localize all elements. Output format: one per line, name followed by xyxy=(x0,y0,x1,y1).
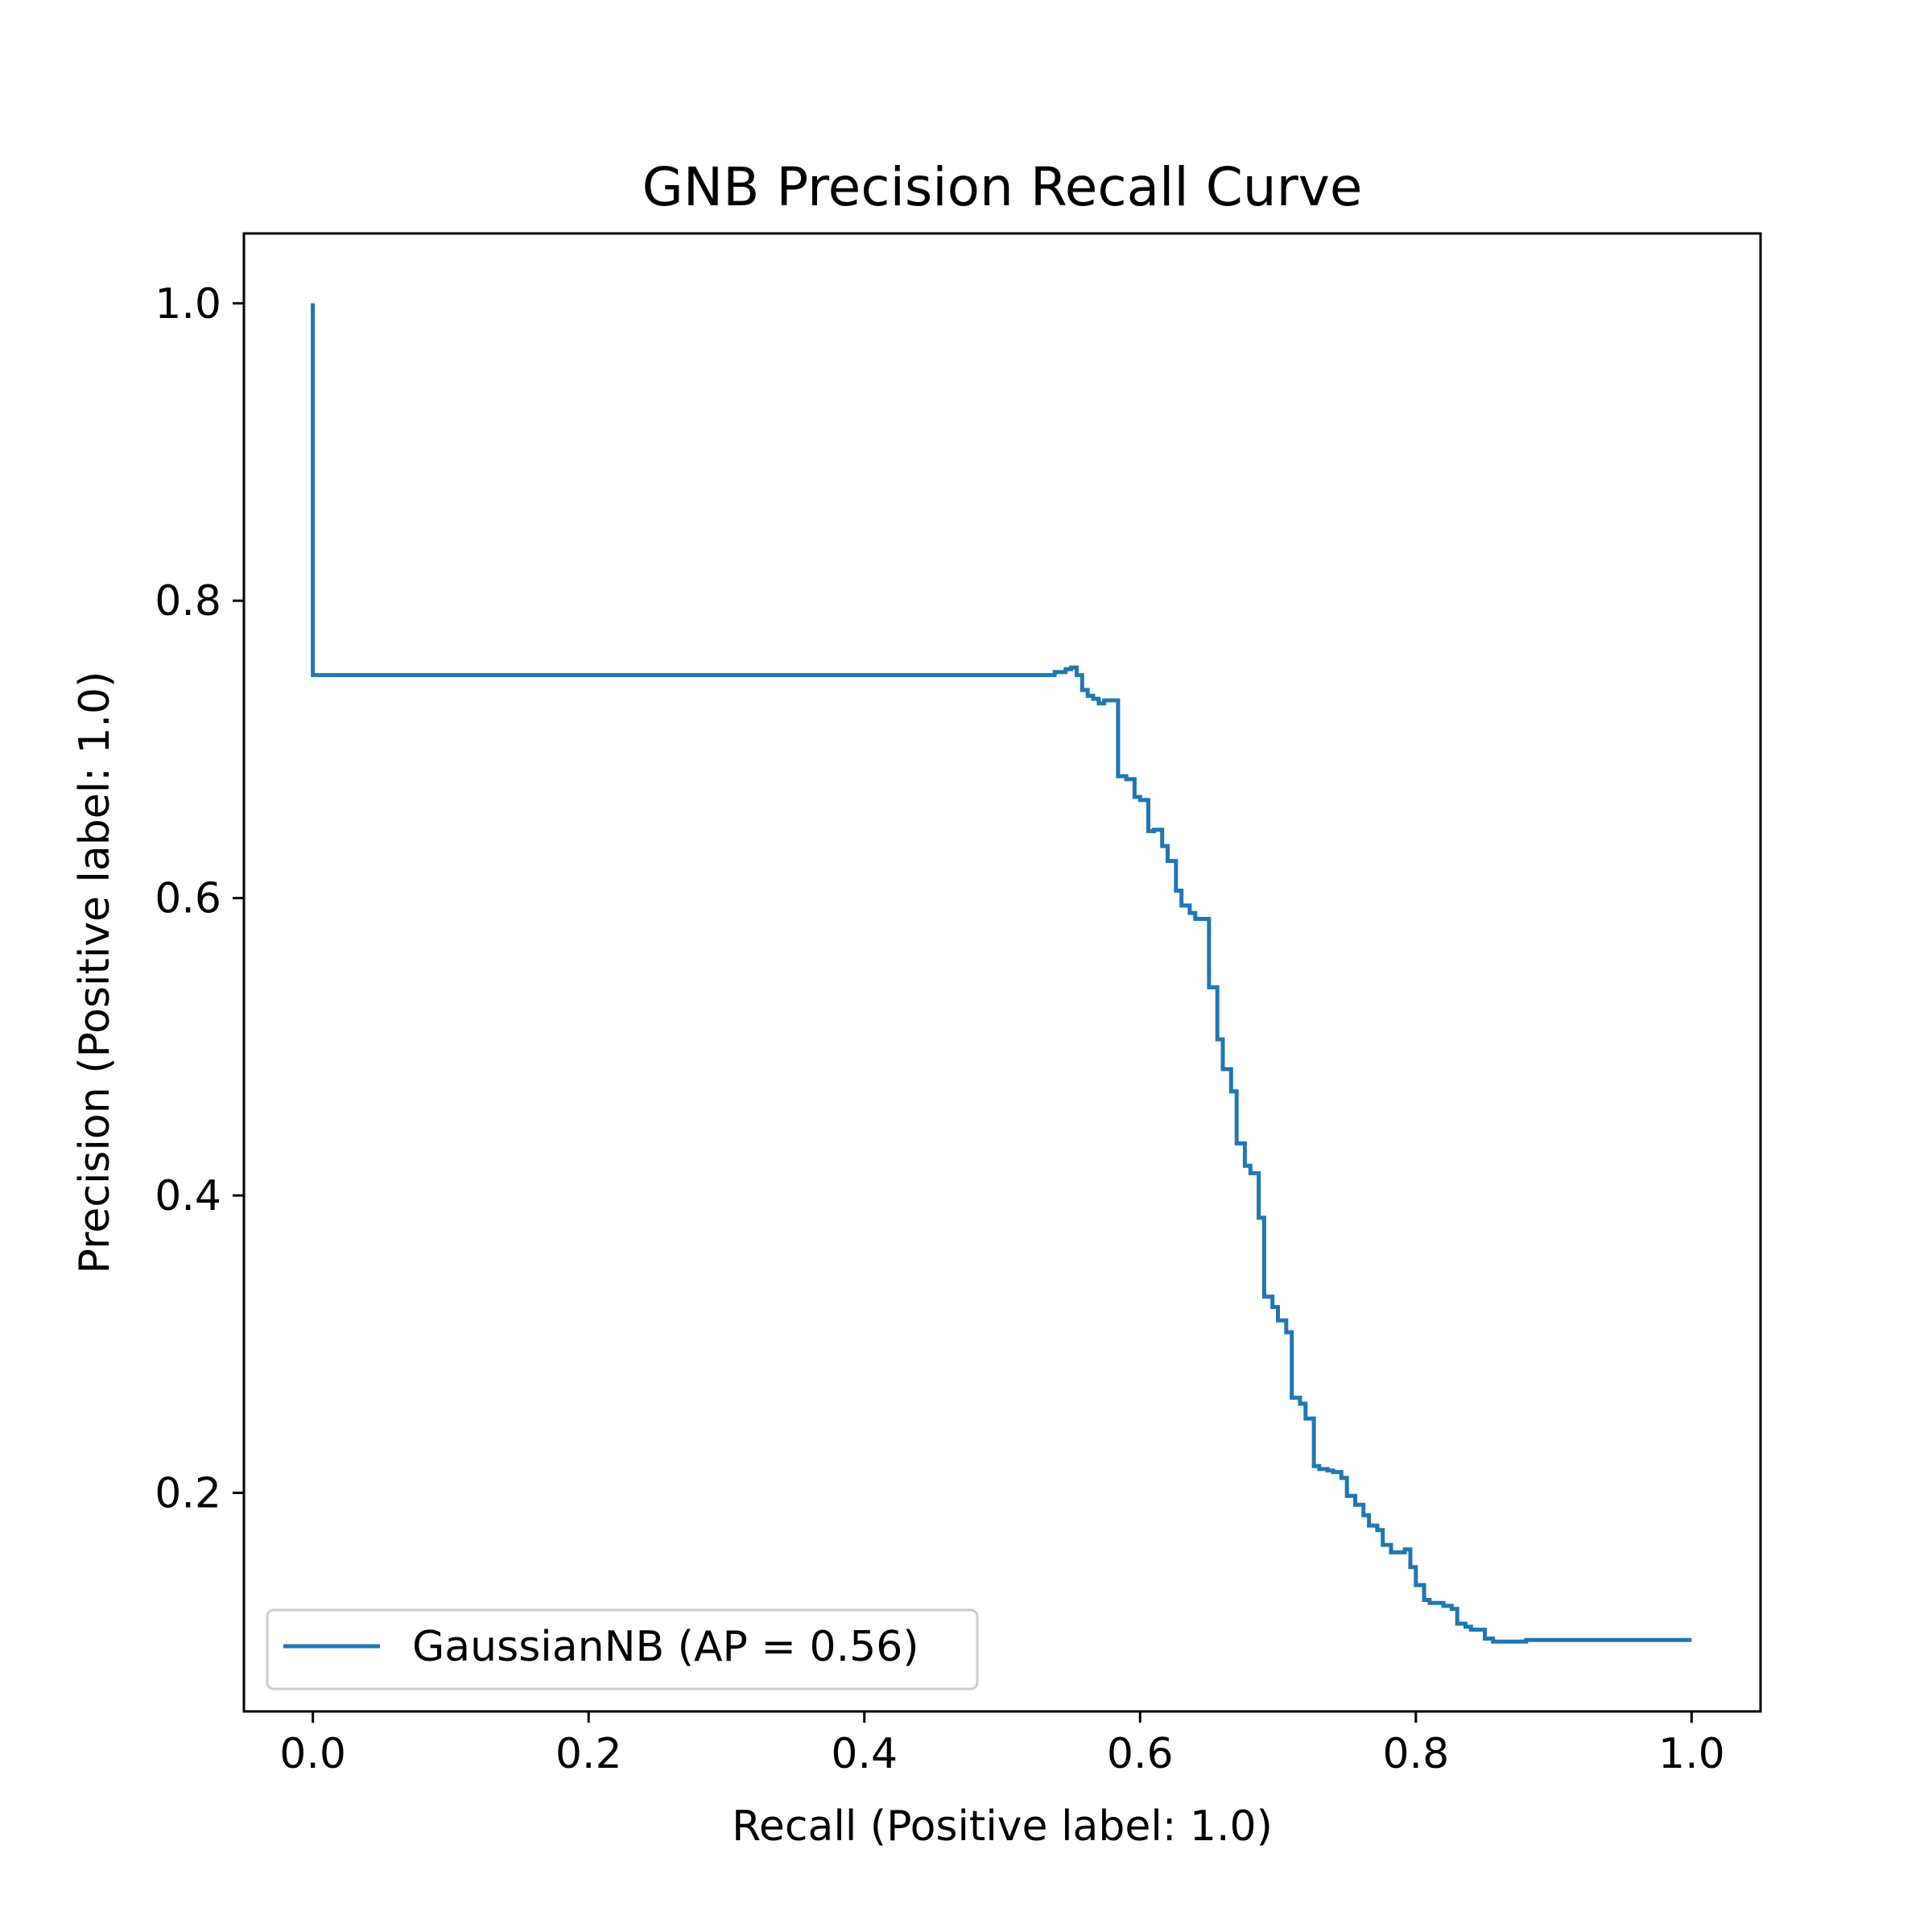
axes-frame xyxy=(242,232,1762,1713)
x-tick-label: 0.2 xyxy=(555,1730,622,1778)
y-tick-label: 0.4 xyxy=(155,1172,221,1220)
y-tick-label: 0.2 xyxy=(155,1469,221,1517)
y-tick-label: 0.6 xyxy=(155,875,221,923)
legend-entry-label: GaussianNB (AP = 0.56) xyxy=(412,1623,919,1671)
y-tick-label: 0.8 xyxy=(155,577,221,625)
y-tick-label: 1.0 xyxy=(155,280,221,328)
x-tick-label: 0.6 xyxy=(1107,1730,1174,1778)
legend-box xyxy=(266,1608,979,1690)
x-tick-label: 0.4 xyxy=(831,1730,898,1778)
x-tick-label: 1.0 xyxy=(1658,1730,1725,1778)
chart-title: GNB Precision Recall Curve xyxy=(642,156,1363,218)
legend: GaussianNB (AP = 0.56) xyxy=(266,1608,979,1690)
x-axis-label: Recall (Positive label: 1.0) xyxy=(732,1802,1273,1851)
x-tick-label: 0.8 xyxy=(1382,1730,1449,1778)
y-axis-ticks: 0.2 0.4 0.6 0.8 1.0 xyxy=(155,280,244,1517)
x-tick-label: 0.0 xyxy=(279,1730,346,1778)
plot-area xyxy=(311,303,1692,1644)
x-axis-ticks: 0.0 0.2 0.4 0.6 0.8 1.0 xyxy=(279,1711,1725,1778)
y-axis-label: Precision (Positive label: 1.0) xyxy=(71,671,119,1274)
series-line-gaussiannb xyxy=(311,303,1692,1644)
